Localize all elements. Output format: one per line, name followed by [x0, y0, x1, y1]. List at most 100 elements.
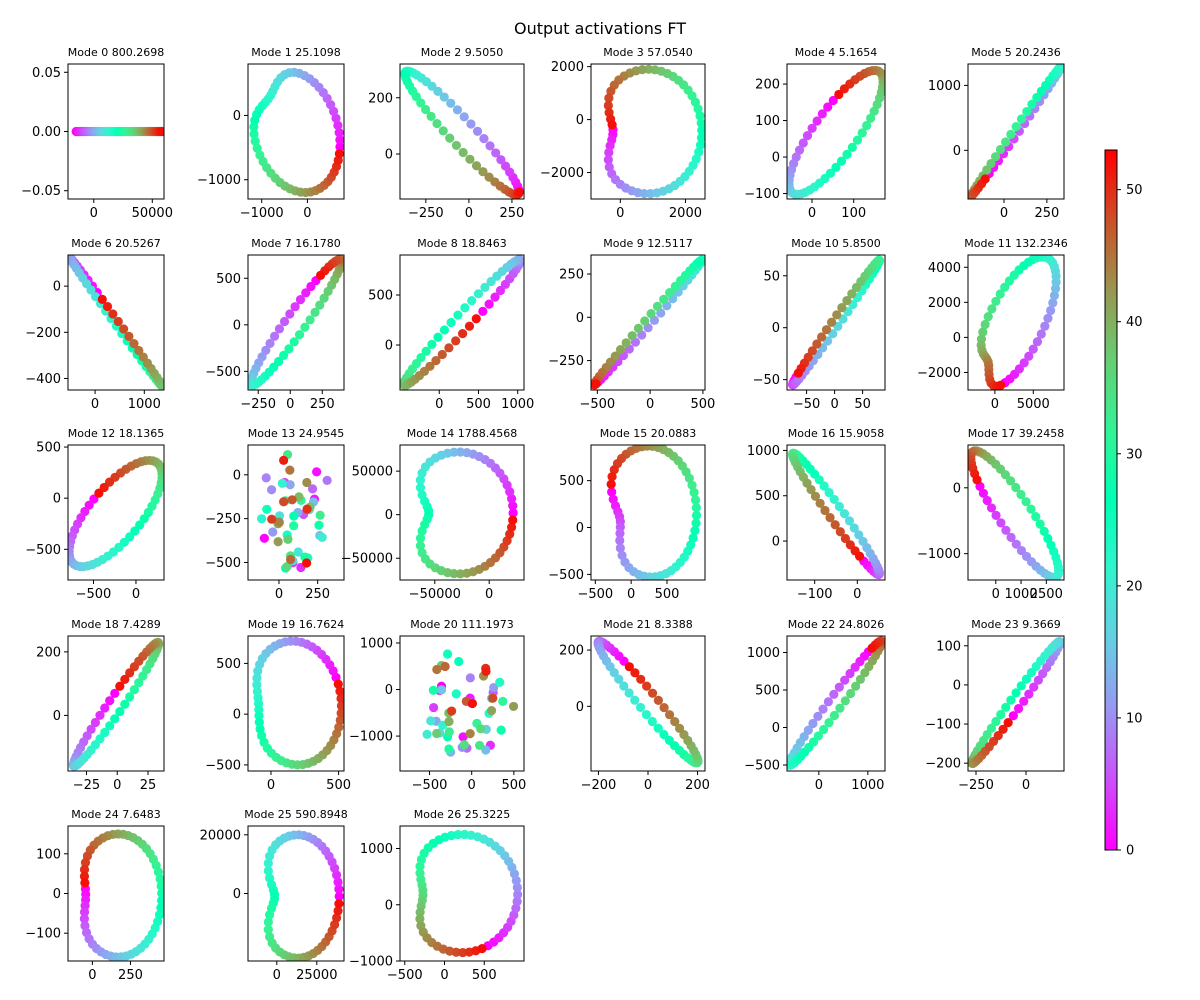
scatter-points [249, 67, 344, 198]
panel-mode-20: Mode 20 111.1973 −500 0 500 −1000 0 1000 [349, 618, 526, 793]
data-point [630, 668, 640, 678]
data-point [840, 675, 850, 685]
data-point [996, 518, 1006, 528]
data-point [639, 188, 649, 199]
x-tick-label: 100 [841, 206, 866, 221]
x-tick-label: 5000 [1017, 397, 1050, 412]
data-point [433, 86, 443, 96]
data-point [812, 339, 822, 349]
y-tick-label: 0.05 [32, 66, 61, 81]
data-point [813, 731, 824, 741]
data-point [279, 455, 289, 465]
data-point [331, 113, 341, 123]
panel-mode-18: Mode 18 7.4289 −25 0 25 0 200 [36, 618, 165, 793]
data-point [839, 509, 850, 519]
panel-mode-1: Mode 1 25.1098 −1000 0 −1000 0 [197, 46, 345, 221]
data-point [333, 906, 343, 916]
colorbar-tick-label: 50 [1126, 183, 1143, 198]
data-point [129, 339, 139, 349]
data-point [295, 295, 306, 305]
data-point [459, 740, 469, 750]
data-point [451, 689, 461, 699]
data-point [306, 281, 316, 292]
panel-mode-0: Mode 0 800.2698 0 50000 −0.05 0.00 0.05 [21, 46, 173, 221]
scatter-points [788, 255, 885, 390]
panel-title: Mode 25 590.8948 [244, 808, 347, 821]
axes-frame [786, 444, 886, 581]
x-tick-label: −500 [412, 778, 448, 793]
data-point [336, 701, 344, 711]
scatter-points [248, 255, 344, 390]
x-tick-label: 250 [310, 397, 335, 412]
data-point [269, 331, 280, 341]
data-point [267, 514, 277, 524]
y-tick-label: 0 [576, 311, 584, 326]
data-point [261, 473, 271, 483]
axes-frame [967, 63, 1065, 200]
data-point [857, 128, 867, 138]
axes-frame [67, 444, 165, 581]
y-tick-label: 0 [53, 280, 61, 295]
axes-frame [247, 444, 345, 581]
data-point [1001, 525, 1011, 535]
data-point [1021, 674, 1031, 684]
data-point [696, 133, 705, 143]
data-point [607, 487, 617, 497]
data-point [993, 730, 1003, 741]
data-point [1016, 681, 1026, 691]
data-point [263, 866, 273, 876]
panel-title: Mode 17 39.2458 [968, 427, 1064, 440]
panel-mode-10: Mode 10 5.8500 −50 0 50 −50 0 50 [753, 237, 886, 412]
data-point [512, 882, 522, 893]
data-point [823, 697, 833, 707]
data-point [980, 319, 990, 330]
data-point [646, 309, 656, 319]
scatter-points [68, 637, 164, 771]
scatter-points [606, 445, 702, 580]
data-point [834, 682, 844, 692]
data-point [615, 345, 626, 355]
data-point [511, 903, 521, 913]
colorbar-tick-label: 0 [1126, 844, 1134, 859]
scatter-points [422, 649, 519, 757]
data-point [812, 116, 822, 126]
panel-mode-21: Mode 21 8.3388 −200 0 200 0 200 [559, 618, 710, 793]
data-point [627, 331, 637, 341]
data-point [277, 478, 287, 488]
data-point [653, 723, 663, 733]
y-tick-label: 1000 [360, 842, 393, 857]
data-point [508, 501, 518, 511]
data-point [480, 282, 490, 292]
data-point [279, 316, 290, 327]
data-point [1049, 290, 1060, 301]
data-point [854, 530, 864, 540]
panel-mode-16: Mode 16 15.9058 −100 0 0 500 1000 [747, 427, 886, 602]
y-tick-label: −200 [25, 326, 61, 341]
data-point [619, 681, 629, 691]
data-point [847, 289, 857, 299]
data-point [426, 716, 436, 726]
data-point [416, 98, 426, 108]
data-point [436, 685, 447, 695]
x-tick-label: 500 [466, 397, 491, 412]
x-tick-label: 0 [435, 397, 443, 412]
x-tick-label: 50000 [132, 206, 173, 221]
data-point [972, 475, 982, 485]
data-point [465, 729, 475, 739]
data-point [508, 508, 518, 518]
y-tick-label: −250 [205, 512, 241, 527]
axes-frame [786, 63, 886, 200]
x-tick-label: −500 [387, 968, 423, 983]
data-point [257, 514, 267, 524]
data-point [642, 681, 652, 691]
data-point [819, 724, 829, 735]
data-point [607, 472, 617, 482]
colorbar-frame [1104, 149, 1118, 851]
data-point [652, 301, 663, 311]
data-point [820, 505, 830, 516]
data-point [110, 688, 120, 698]
data-point [1011, 122, 1021, 132]
scatter-points [603, 64, 705, 199]
data-point [105, 721, 115, 731]
data-point [695, 140, 705, 150]
